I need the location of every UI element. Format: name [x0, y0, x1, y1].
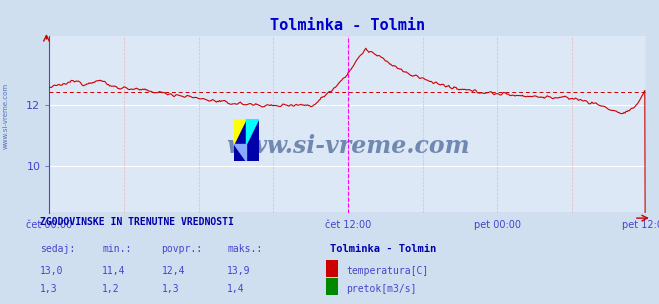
Text: 1,2: 1,2 — [102, 284, 120, 294]
Polygon shape — [234, 119, 246, 144]
Text: 1,3: 1,3 — [161, 284, 179, 294]
Text: www.si-vreme.com: www.si-vreme.com — [226, 134, 469, 158]
Text: 12,4: 12,4 — [161, 266, 185, 276]
Polygon shape — [234, 144, 246, 161]
Text: ZGODOVINSKE IN TRENUTNE VREDNOSTI: ZGODOVINSKE IN TRENUTNE VREDNOSTI — [40, 217, 233, 227]
Text: temperatura[C]: temperatura[C] — [346, 266, 428, 276]
Text: 13,0: 13,0 — [40, 266, 63, 276]
Text: www.si-vreme.com: www.si-vreme.com — [2, 82, 9, 149]
Text: 11,4: 11,4 — [102, 266, 126, 276]
Text: maks.:: maks.: — [227, 244, 262, 254]
Text: Tolminka - Tolmin: Tolminka - Tolmin — [330, 244, 436, 254]
Text: sedaj:: sedaj: — [40, 244, 74, 254]
Text: 1,4: 1,4 — [227, 284, 245, 294]
Text: povpr.:: povpr.: — [161, 244, 202, 254]
Title: Tolminka - Tolmin: Tolminka - Tolmin — [270, 18, 425, 33]
Text: pretok[m3/s]: pretok[m3/s] — [346, 284, 416, 294]
Text: 1,3: 1,3 — [40, 284, 57, 294]
Text: min.:: min.: — [102, 244, 132, 254]
Polygon shape — [246, 119, 259, 144]
Text: 13,9: 13,9 — [227, 266, 251, 276]
